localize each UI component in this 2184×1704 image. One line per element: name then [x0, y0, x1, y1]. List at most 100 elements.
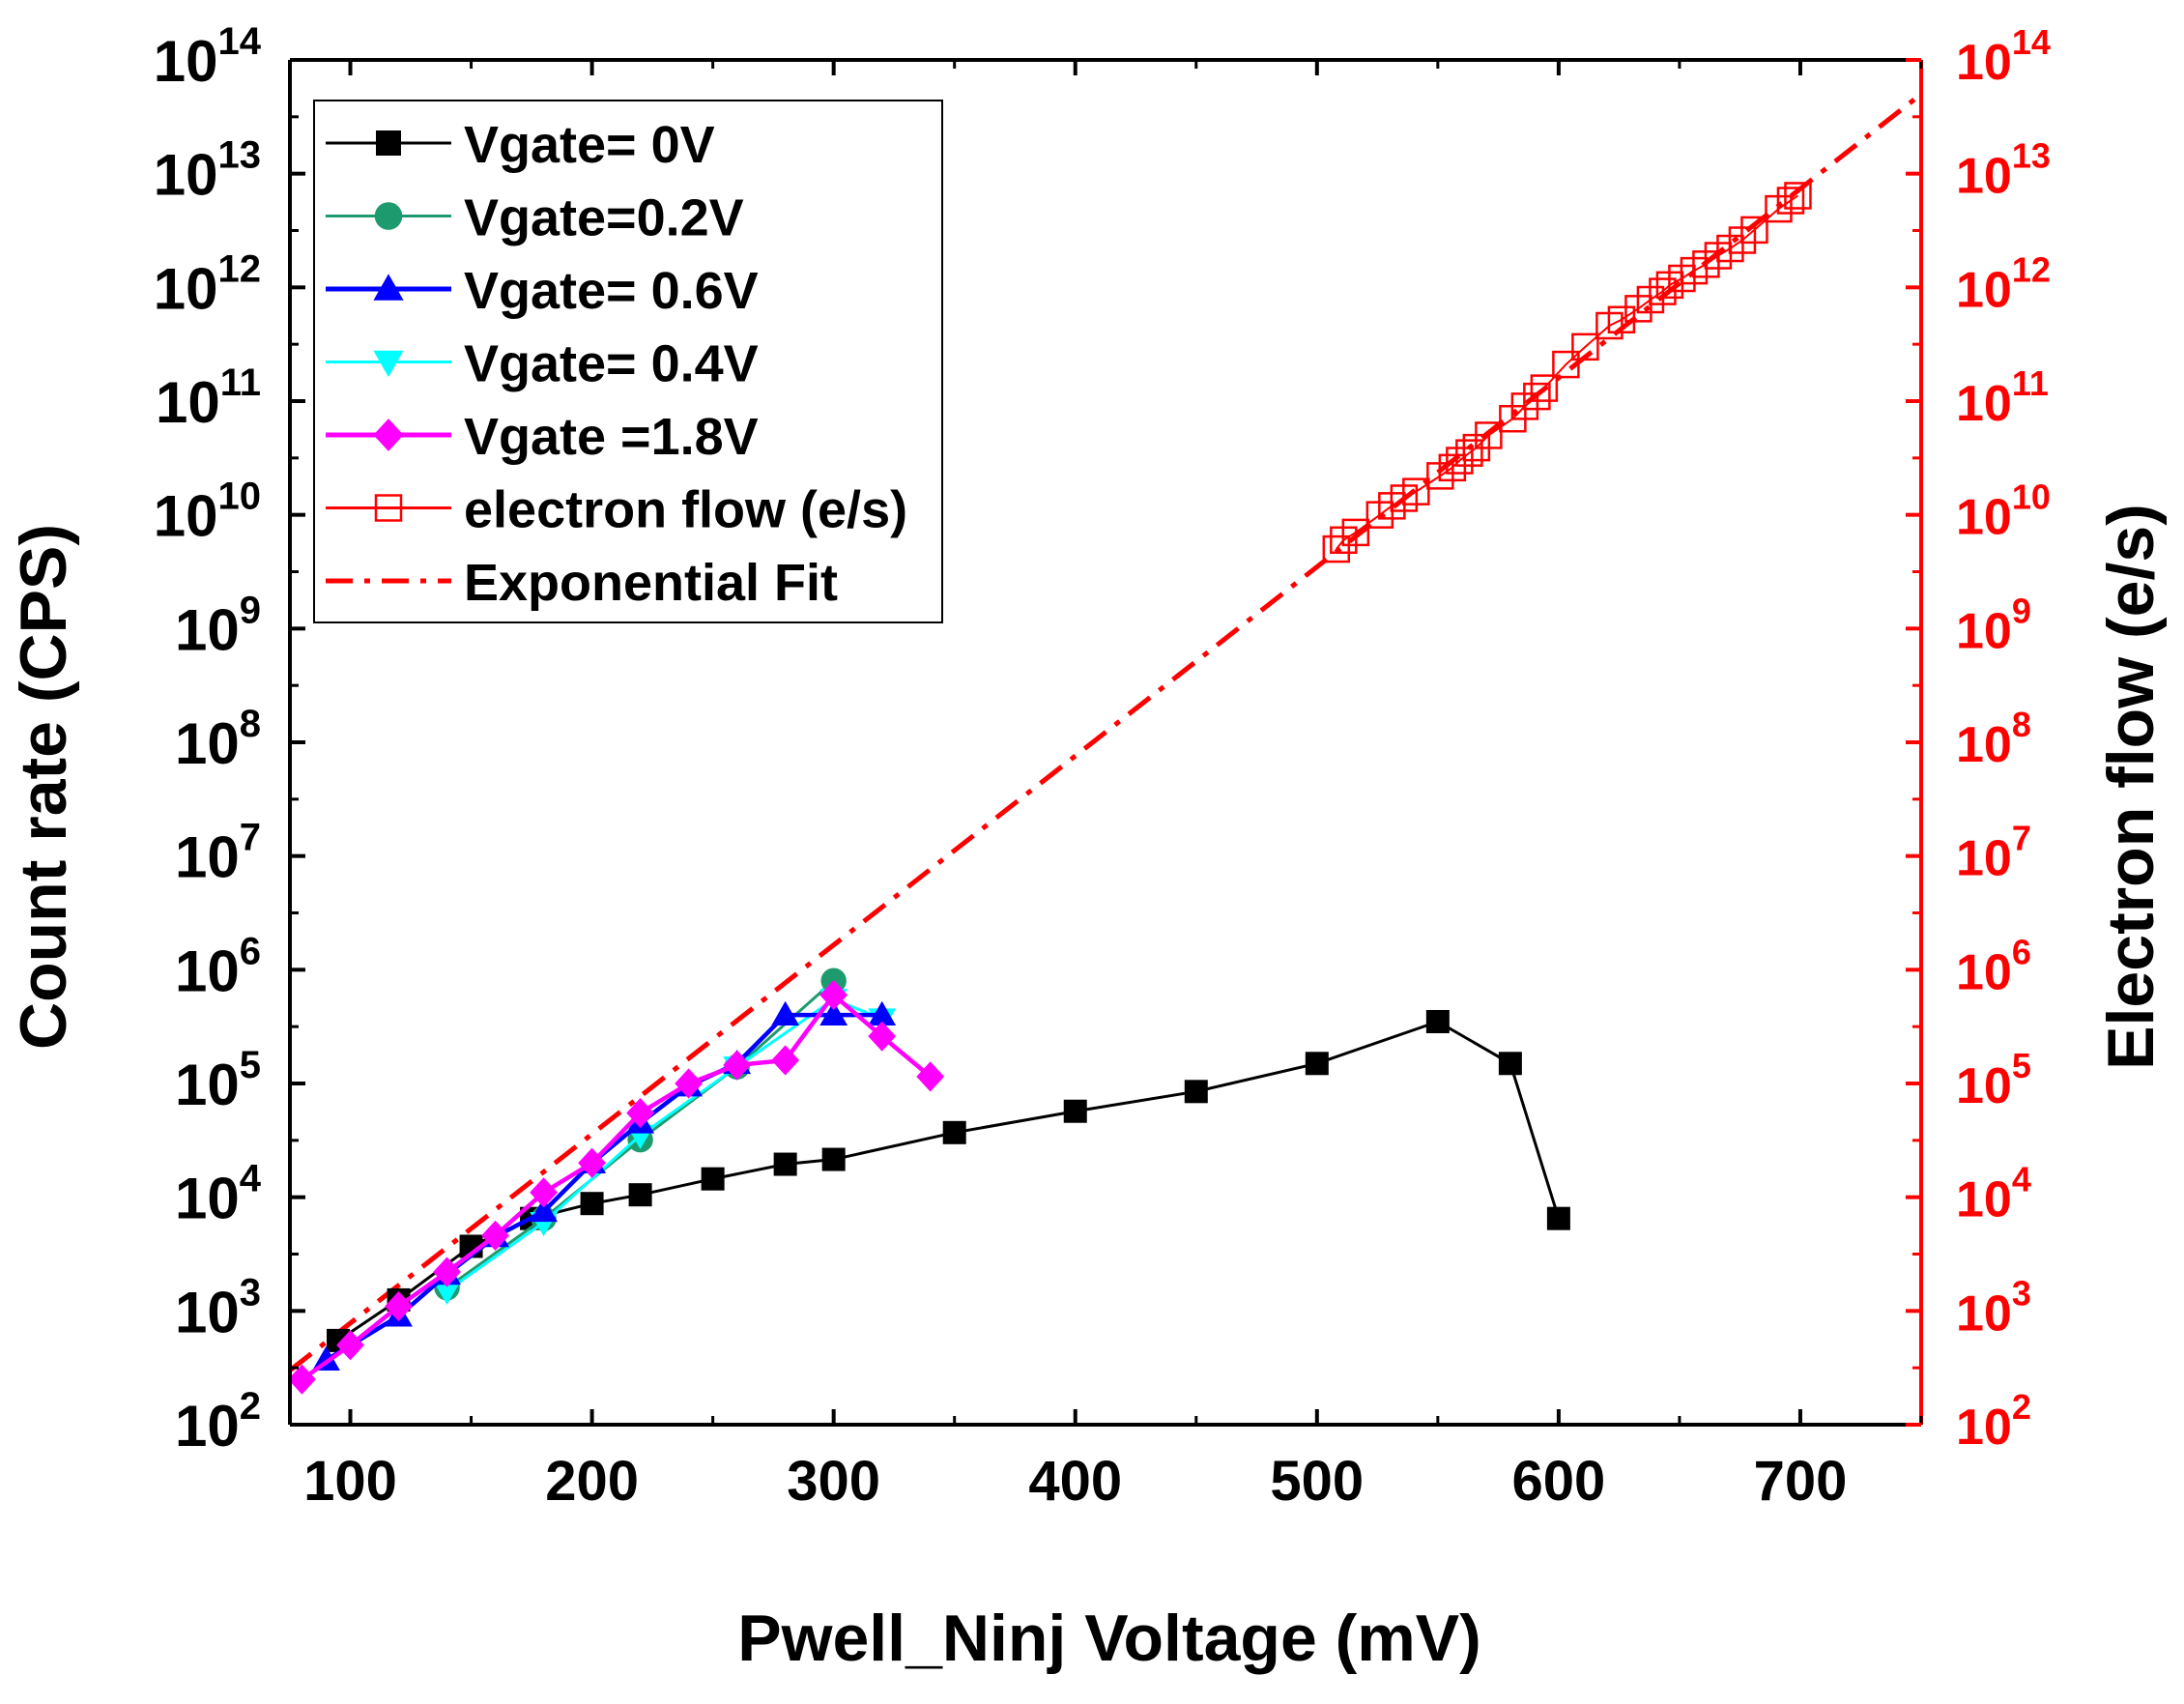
y-right-tick-exponent: 13 [2012, 136, 2051, 176]
data-point [819, 1000, 848, 1025]
data-point [1402, 477, 1430, 505]
legend-entry: Vgate=0.2V [326, 189, 744, 247]
data-point [530, 1177, 558, 1208]
y-axis-left-label: Count rate (CPS) [7, 524, 80, 1050]
y-left-tick-exponent: 4 [240, 1158, 262, 1200]
y-left-tick-label: 1010 [154, 476, 261, 549]
y-left-tick-label: 104 [175, 1158, 262, 1231]
data-point [1552, 350, 1580, 379]
x-tick-label: 600 [1511, 1450, 1605, 1513]
y-right-tick-label: 1012 [1956, 249, 2051, 318]
data-point [723, 1050, 752, 1081]
data-point [1063, 1099, 1087, 1123]
y-right-tick-label: 1013 [1956, 136, 2051, 205]
y-left-tick-label: 109 [175, 589, 261, 662]
y-right-tick-exponent: 2 [2012, 1387, 2031, 1427]
y-right-tick-label: 104 [1956, 1160, 2031, 1228]
y-right-tick-exponent: 14 [2012, 22, 2051, 62]
legend-marker [374, 494, 403, 522]
y-right-tick-label: 105 [1956, 1046, 2031, 1114]
legend-label: Vgate= 0.6V [464, 262, 759, 320]
data-point [312, 1345, 340, 1371]
axis-labels: Pwell_Ninj Voltage (mV) Count rate (CPS)… [7, 504, 2168, 1675]
y-right-tick-exponent: 11 [2012, 363, 2049, 403]
y-left-tick-label: 108 [175, 703, 261, 776]
y-right-tick-label: 1010 [1956, 477, 2051, 546]
data-point [773, 1152, 797, 1176]
y-left-tick-exponent: 11 [220, 361, 261, 404]
data-point [1546, 1206, 1570, 1230]
y-left-tick-exponent: 13 [218, 134, 262, 177]
y-left-tick-exponent: 9 [240, 589, 261, 631]
data-point [821, 1147, 846, 1171]
y-right-tick-label: 1014 [1956, 22, 2051, 91]
y-right-tick-label: 107 [1956, 819, 2031, 887]
y-right-tick-exponent: 3 [2012, 1273, 2031, 1313]
data-point [433, 1280, 461, 1306]
y-right-tick-label: 1011 [1956, 363, 2049, 432]
data-point [628, 1183, 652, 1207]
data-point [1571, 332, 1599, 361]
data-point [1438, 453, 1467, 482]
exponential-fit-line [290, 92, 1921, 1372]
legend-marker [374, 202, 403, 230]
y-left-tick-label: 102 [175, 1385, 261, 1459]
legend-label: Vgate= 0V [464, 116, 715, 174]
y-right-tick-exponent: 9 [2012, 591, 2031, 630]
y-right-tick-exponent: 10 [2012, 477, 2051, 517]
data-point [1475, 421, 1503, 449]
y-right-tick-exponent: 8 [2012, 705, 2031, 744]
y-right-tick-label: 109 [1956, 591, 2031, 659]
data-point [433, 1256, 461, 1287]
data-point [1322, 534, 1351, 563]
y-left-tick-label: 106 [175, 930, 261, 1003]
series-vgate-1-8v [288, 979, 945, 1395]
y-right-tick-label: 103 [1956, 1273, 2031, 1342]
fit-layer [290, 92, 1921, 1372]
data-point [336, 1330, 364, 1361]
y-axis-right: 1021031041051061071081091010101110121013… [1906, 22, 2051, 1456]
series-line [445, 997, 883, 1292]
data-point [1425, 1009, 1450, 1033]
data-point [701, 1167, 725, 1191]
y-left-tick-exponent: 3 [240, 1271, 261, 1314]
data-point [530, 1197, 558, 1223]
y-left-tick-label: 107 [175, 817, 261, 890]
y-axis-left: 1021031041051061071081091010101110121013… [154, 20, 305, 1459]
legend-entry: Vgate= 0.6V [326, 262, 759, 320]
y-right-tick-label: 108 [1956, 705, 2031, 773]
y-left-tick-exponent: 5 [240, 1044, 261, 1086]
data-point [771, 1045, 800, 1076]
data-point [1305, 1052, 1329, 1076]
legend-entry: Vgate= 0V [326, 116, 715, 174]
x-tick-label: 500 [1270, 1450, 1364, 1513]
legend-entry: Vgate =1.8V [326, 408, 759, 466]
legend-marker [373, 419, 404, 451]
legend: Vgate= 0V Vgate=0.2V Vgate= 0.6V Vgate= 0.4… [313, 100, 943, 623]
y-left-tick-label: 1011 [156, 361, 261, 435]
legend-entry: Vgate= 0.4V [326, 335, 759, 393]
legend-label: Vgate =1.8V [464, 408, 759, 466]
legend-label: Exponential Fit [464, 554, 838, 612]
legend-marker [373, 350, 404, 378]
x-tick-label: 100 [303, 1450, 397, 1513]
y-left-tick-exponent: 7 [240, 817, 261, 859]
data-point [771, 1000, 800, 1025]
y-left-tick-exponent: 10 [218, 476, 262, 518]
y-axis-right-label: Electron flow (e/s) [2094, 504, 2168, 1070]
data-point [385, 1290, 413, 1322]
legend-label: Vgate=0.2V [464, 189, 744, 247]
y-right-tick-exponent: 6 [2012, 932, 2031, 971]
data-point [868, 1000, 897, 1025]
data-point [1530, 374, 1559, 402]
legend-marker [373, 274, 404, 301]
series-electron-flow-e-s [1322, 182, 1812, 563]
y-left-tick-exponent: 2 [240, 1385, 261, 1428]
legend-label: electron flow (e/s) [464, 481, 907, 539]
data-point [1341, 518, 1370, 547]
series-line [1336, 194, 1799, 550]
data-point [1607, 305, 1636, 334]
data-point [1740, 216, 1768, 245]
